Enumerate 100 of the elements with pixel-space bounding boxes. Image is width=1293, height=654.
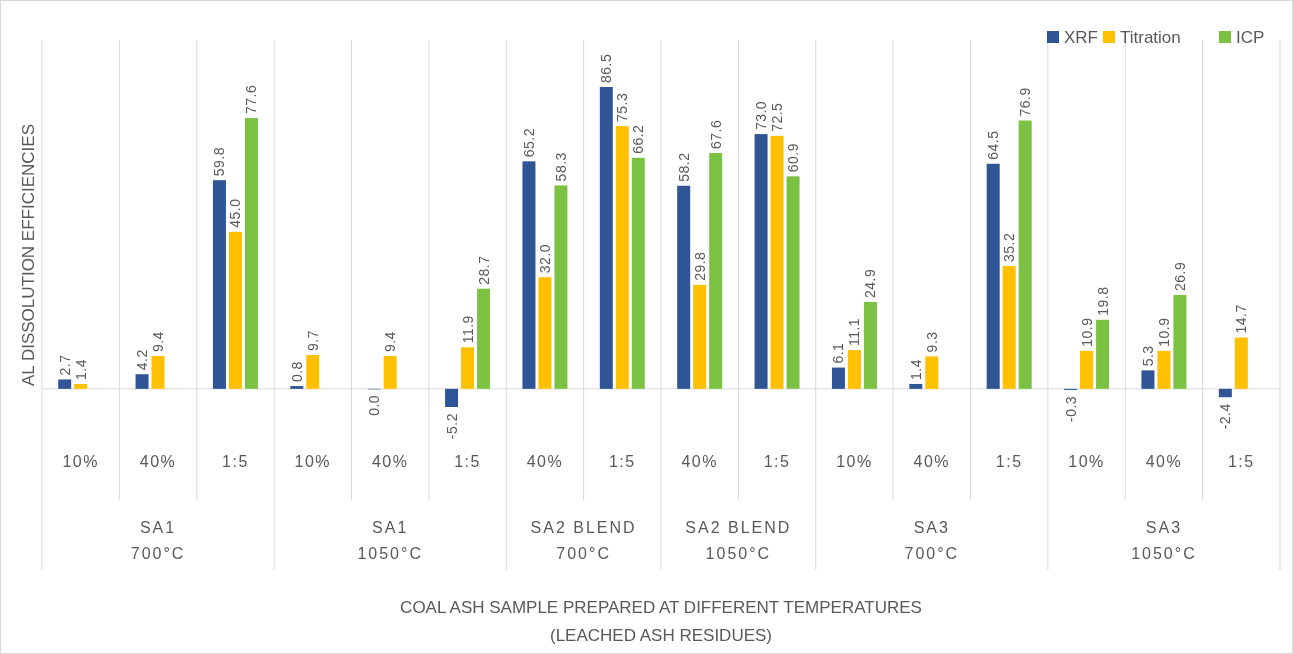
data-label: 29.8 <box>691 251 708 281</box>
data-label: 11.1 <box>846 317 863 347</box>
data-label: 9.7 <box>304 330 321 351</box>
x-tick-label: 1:5 <box>222 453 249 470</box>
data-label: 58.3 <box>552 152 569 182</box>
data-label: 10.9 <box>1078 317 1095 347</box>
bar <box>74 383 88 389</box>
bar <box>58 379 72 389</box>
x-tick-label: 40% <box>1145 453 1183 470</box>
data-label: 1.4 <box>72 359 89 380</box>
bar <box>1141 370 1155 389</box>
x-tick-label: 1:5 <box>1227 453 1255 470</box>
data-label: 24.9 <box>862 268 879 298</box>
data-label: 72.5 <box>769 102 786 132</box>
bar <box>522 161 536 389</box>
data-label: 10.9 <box>1155 317 1172 347</box>
x-tick-label: 1:5 <box>608 453 636 470</box>
data-label: 73.0 <box>753 100 770 131</box>
bar <box>831 367 845 389</box>
bar <box>1173 294 1187 389</box>
data-label: 1.4 <box>907 359 924 380</box>
bar <box>693 284 707 389</box>
data-label: 11.9 <box>459 315 476 344</box>
bar <box>925 356 939 389</box>
bar <box>306 355 320 389</box>
legend-label: Titration <box>1120 28 1181 47</box>
data-label: 0.0 <box>366 394 383 416</box>
x-tick-label: 40% <box>526 453 564 470</box>
bar <box>1018 120 1032 389</box>
bar <box>135 374 149 389</box>
data-label: -0.3 <box>1062 395 1079 423</box>
bar <box>554 185 568 389</box>
bar <box>1080 350 1094 389</box>
data-label: 77.6 <box>243 84 260 115</box>
bar <box>445 388 459 407</box>
bar <box>151 356 165 389</box>
bar <box>709 152 723 389</box>
data-label: 26.9 <box>1171 261 1188 291</box>
data-label: 14.7 <box>1233 304 1250 334</box>
data-label: 60.9 <box>785 143 802 173</box>
x-tick-label: 1:5 <box>763 453 791 470</box>
x-axis-title: SA1 1050°C <box>357 519 423 562</box>
data-label: 67.6 <box>707 119 724 149</box>
x-axis-title: SA3 700°C <box>904 519 960 562</box>
data-label: 76.9 <box>1017 87 1034 117</box>
bar <box>383 356 397 389</box>
data-label: 32.0 <box>536 243 553 274</box>
x-axis-title: SA2 BLEND 1050°C <box>685 519 792 562</box>
bar <box>909 383 923 389</box>
text: COAL ASH SAMPLE PREPARED AT DIFFERENT TEMPERATURES (LEACHED ASH RESIDUES) <box>400 598 922 645</box>
x-axis-title: SA1 700°C <box>130 519 186 562</box>
x-tick-label: 40% <box>371 453 409 470</box>
y-axis-title: AL DISSOLUTION EFFICIENCIES <box>19 124 38 386</box>
data-label: 0.8 <box>288 361 305 383</box>
x-axis-title: SA3 1050°C <box>1131 519 1197 562</box>
data-label: -5.2 <box>443 413 460 440</box>
bar <box>290 386 304 389</box>
x-tick-label: 40% <box>681 453 718 470</box>
x-tick-label: 10% <box>1068 453 1105 470</box>
x-tick-label: 10% <box>62 453 99 470</box>
bar <box>477 288 491 389</box>
x-tick-label: 40% <box>139 453 177 470</box>
x-tick-label: 40% <box>913 453 951 470</box>
bar <box>754 134 768 389</box>
data-label: 9.4 <box>382 331 399 353</box>
data-label: 75.3 <box>614 92 631 123</box>
x-tick-label: 1:5 <box>454 453 481 470</box>
data-label: 65.2 <box>520 128 537 158</box>
data-label: 9.4 <box>150 331 167 353</box>
bar <box>1157 350 1171 389</box>
legend-label: ICP <box>1236 28 1265 47</box>
data-label: 86.5 <box>598 53 615 83</box>
data-label: 28.7 <box>475 255 492 285</box>
bar <box>599 87 613 389</box>
bar <box>538 277 552 389</box>
bar <box>786 176 800 389</box>
bar <box>1234 337 1248 389</box>
bar <box>863 301 877 389</box>
data-label: 59.8 <box>211 146 228 177</box>
data-label: 4.2 <box>134 349 151 371</box>
bar <box>986 163 1000 389</box>
bar <box>677 185 691 389</box>
data-label: 45.0 <box>227 198 244 228</box>
data-label: 6.1 <box>830 342 847 364</box>
data-label: 58.2 <box>675 152 692 182</box>
data-label: 2.7 <box>56 354 73 376</box>
data-label: 5.3 <box>1139 345 1156 367</box>
bar <box>631 157 645 389</box>
data-label: 35.2 <box>1001 232 1018 263</box>
bar <box>1002 266 1016 389</box>
bar <box>212 180 226 389</box>
x-tick-label: 10% <box>294 453 332 470</box>
x-axis-title: SA2 BLEND 700°C <box>530 519 637 562</box>
x-tick-label: 10% <box>836 453 873 470</box>
bar <box>244 118 258 389</box>
x-tick-label: 1:5 <box>995 453 1023 470</box>
bar <box>615 126 629 389</box>
data-label: 19.8 <box>1094 286 1111 316</box>
legend-label: XRF <box>1064 28 1098 47</box>
bar <box>1218 388 1232 398</box>
